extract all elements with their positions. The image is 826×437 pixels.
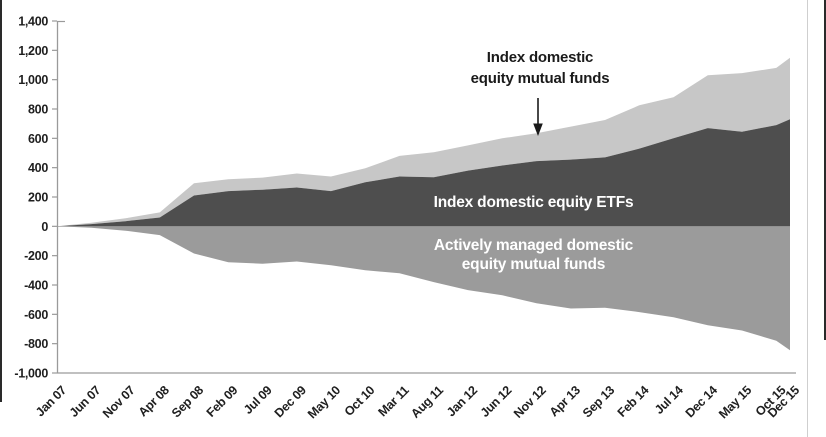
y-tick-label: 1,200	[18, 44, 48, 58]
y-axis-tick-labels: 1,400 1,200 1,000 800 600 400 200 0 -200 -400 -600…	[14, 15, 48, 381]
x-tick-label: Jan 07	[33, 383, 69, 419]
y-tick-label: -400	[24, 279, 48, 293]
x-tick-label: Sep 08	[169, 383, 206, 420]
y-tick-label: -1,000	[14, 367, 48, 381]
page-edge-faint-line	[807, 0, 808, 437]
x-tick-label: May 15	[716, 383, 754, 421]
x-tick-label: Jun 07	[67, 383, 104, 420]
x-tick-label: Jan 12	[444, 383, 480, 419]
y-tick-label: 200	[28, 191, 48, 205]
x-tick-label: Dec 14	[683, 383, 720, 420]
x-tick-label: May 10	[305, 383, 343, 421]
x-tick-label: Apr 08	[136, 383, 172, 419]
x-tick-label: Sep 13	[580, 383, 617, 420]
y-tick-label: -600	[24, 308, 48, 322]
y-tick-label: 1,400	[18, 15, 48, 29]
y-tick-label: 400	[28, 161, 48, 175]
x-tick-label: Dec 09	[272, 383, 309, 420]
x-tick-label: Apr 13	[547, 383, 583, 419]
x-tick-label: Nov 12	[511, 383, 549, 421]
x-tick-label: Feb 14	[615, 383, 652, 420]
x-tick-label: Feb 09	[204, 383, 241, 420]
stacked-areas	[57, 57, 790, 351]
page-edge-right	[824, 0, 826, 340]
x-tick-label: Jul 09	[241, 383, 275, 417]
y-tick-label: -800	[24, 337, 48, 351]
x-tick-label: Jun 12	[478, 383, 515, 420]
x-tick-label: Aug 11	[408, 383, 446, 421]
area-actively-managed	[57, 226, 790, 351]
area-index-mutual-funds	[57, 57, 790, 227]
area-index-etfs	[57, 119, 790, 227]
y-tick-label: 0	[41, 220, 48, 234]
y-tick-label: 1,000	[18, 73, 48, 87]
x-tick-label: Mar 11	[375, 383, 411, 419]
y-tick-label: 600	[28, 132, 48, 146]
page-edge-left	[0, 0, 2, 402]
annotation-arrow	[533, 98, 543, 136]
axes	[52, 20, 796, 374]
y-tick-label: -200	[24, 249, 48, 263]
x-tick-label: Jul 14	[652, 383, 686, 417]
y-tick-label: 800	[28, 103, 48, 117]
x-tick-label: Nov 07	[100, 383, 138, 421]
annotation-arrow-head	[533, 123, 543, 136]
x-tick-label: Oct 10	[342, 383, 378, 419]
